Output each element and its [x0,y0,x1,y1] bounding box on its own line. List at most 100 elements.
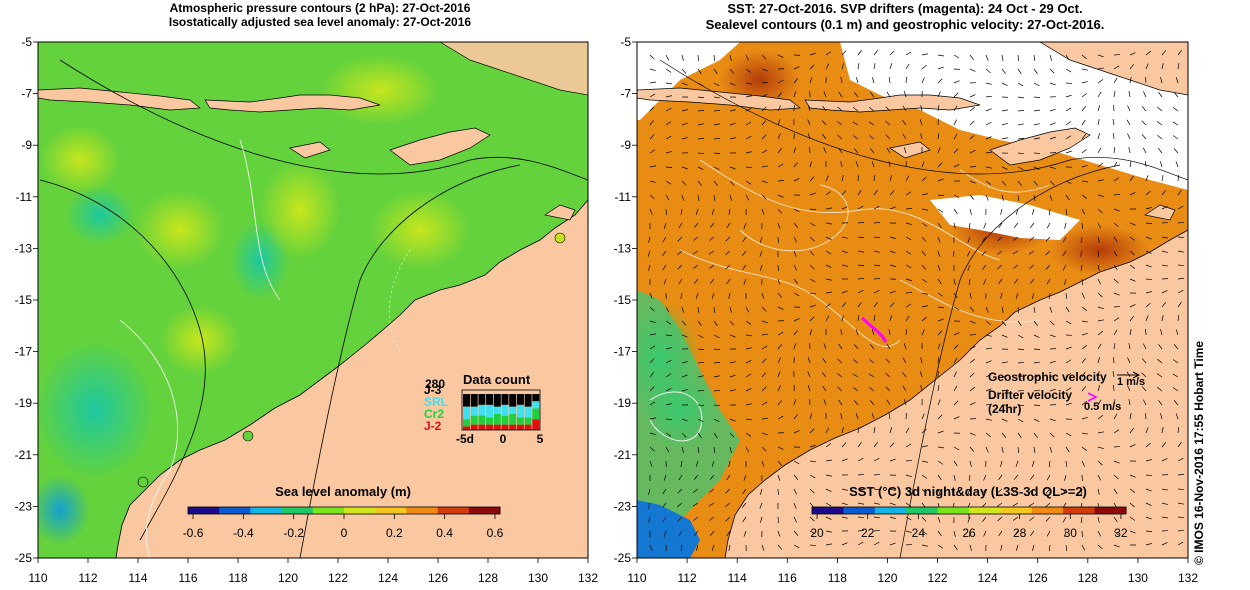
velocity-arrow [873,529,881,532]
velocity-arrow [985,136,992,140]
velocity-arrow [889,206,896,210]
velocity-arrow [822,105,827,112]
velocity-arrow [725,488,731,494]
velocity-arrow [937,446,944,449]
velocity-arrow [649,345,656,350]
velocity-arrow [1033,123,1040,126]
velocity-arrow [1081,371,1086,378]
velocity-arrow [1175,77,1179,84]
velocity-arrow [1177,264,1184,267]
velocity-arrow [825,516,832,520]
velocity-arrow [761,446,767,452]
velocity-arrow [1049,166,1056,170]
velocity-arrow [852,359,859,364]
velocity-arrow [1080,250,1083,257]
velocity-arrow [868,135,875,140]
velocity-arrow [937,208,944,213]
velocity-arrow [726,474,731,481]
velocity-arrow [857,502,864,505]
velocity-arrow [793,222,799,228]
velocity-arrow [997,236,1003,242]
velocity-arrow [1030,222,1035,228]
velocity-arrow [1081,446,1087,451]
velocity-arrow [841,502,848,506]
velocity-arrow [1065,402,1072,406]
velocity-arrow [873,516,880,519]
velocity-arrow [665,403,672,406]
velocity-arrow [983,530,987,537]
velocity-arrow [825,459,832,462]
velocity-arrow [873,278,881,280]
velocity-arrow [905,460,913,462]
velocity-arrow [1177,541,1184,546]
velocity-arrow [838,399,843,406]
velocity-arrow [725,264,731,270]
velocity-arrow [889,542,896,546]
velocity-arrow [841,206,848,210]
velocity-arrow [647,502,651,509]
velocity-arrow [807,357,811,364]
velocity-arrow [1015,208,1019,215]
velocity-arrow [1033,109,1040,112]
velocity-arrow [649,149,656,154]
velocity-legend: Geostrophic velocity 1 m/s Drifter veloc… [988,370,1145,416]
velocity-arrow [761,401,768,406]
velocity-arrow [953,148,959,154]
velocity-arrow [1097,54,1104,58]
velocity-arrow [663,530,667,537]
velocity-arrow [841,442,847,448]
velocity-arrow [1001,334,1008,338]
velocity-arrow [825,250,832,255]
velocity-arrow [793,318,800,322]
velocity-arrow [1046,222,1051,229]
velocity-arrow [953,460,958,467]
velocity-arrow [885,134,891,140]
velocity-arrow [759,516,763,523]
velocity-arrow [902,133,907,140]
velocity-arrow [985,388,992,392]
velocity-arrow [953,292,958,299]
velocity-arrow [729,68,735,74]
velocity-arrow [953,105,958,112]
velocity-arrow [793,278,799,284]
velocity-arrow [713,361,720,364]
velocity-arrow [1028,502,1035,507]
sst-y-tick-label: -19 [614,396,632,410]
sla-y-tick-label: -19 [15,396,33,410]
velocity-arrow [969,194,975,200]
velocity-arrow [745,334,752,337]
velocity-arrow [681,54,684,61]
velocity-arrow [885,120,891,126]
count-bar-segment [509,394,517,407]
velocity-arrow [1177,277,1184,280]
velocity-arrow [837,358,843,364]
velocity-arrow [937,264,941,271]
velocity-arrow [777,357,781,364]
velocity-arrow [1177,301,1182,308]
velocity-arrow [695,292,699,299]
sst-cool-shelf [637,290,740,558]
count-bar-segment [532,401,540,409]
velocity-arrow [761,320,768,324]
velocity-arrow [745,151,752,154]
velocity-arrow [1160,329,1163,336]
velocity-arrow [1033,54,1036,61]
velocity-arrow [969,180,976,184]
velocity-arrow [761,386,767,392]
count-bar-segment [524,417,532,425]
velocity-arrow [889,488,896,491]
velocity-arrow [1145,502,1152,506]
velocity-arrow [1017,194,1020,201]
velocity-arrow [953,208,958,215]
velocity-arrow [1097,133,1101,140]
velocity-arrow [1081,119,1086,126]
velocity-arrow [1113,91,1116,98]
velocity-arrow [697,180,702,186]
velocity-arrow [889,250,896,254]
velocity-arrow [1175,413,1179,420]
velocity-arrow [1001,374,1008,378]
velocity-arrow [1017,348,1024,351]
velocity-arrow [997,488,1003,494]
velocity-arrow [1017,54,1019,62]
velocity-arrow [1113,264,1118,271]
